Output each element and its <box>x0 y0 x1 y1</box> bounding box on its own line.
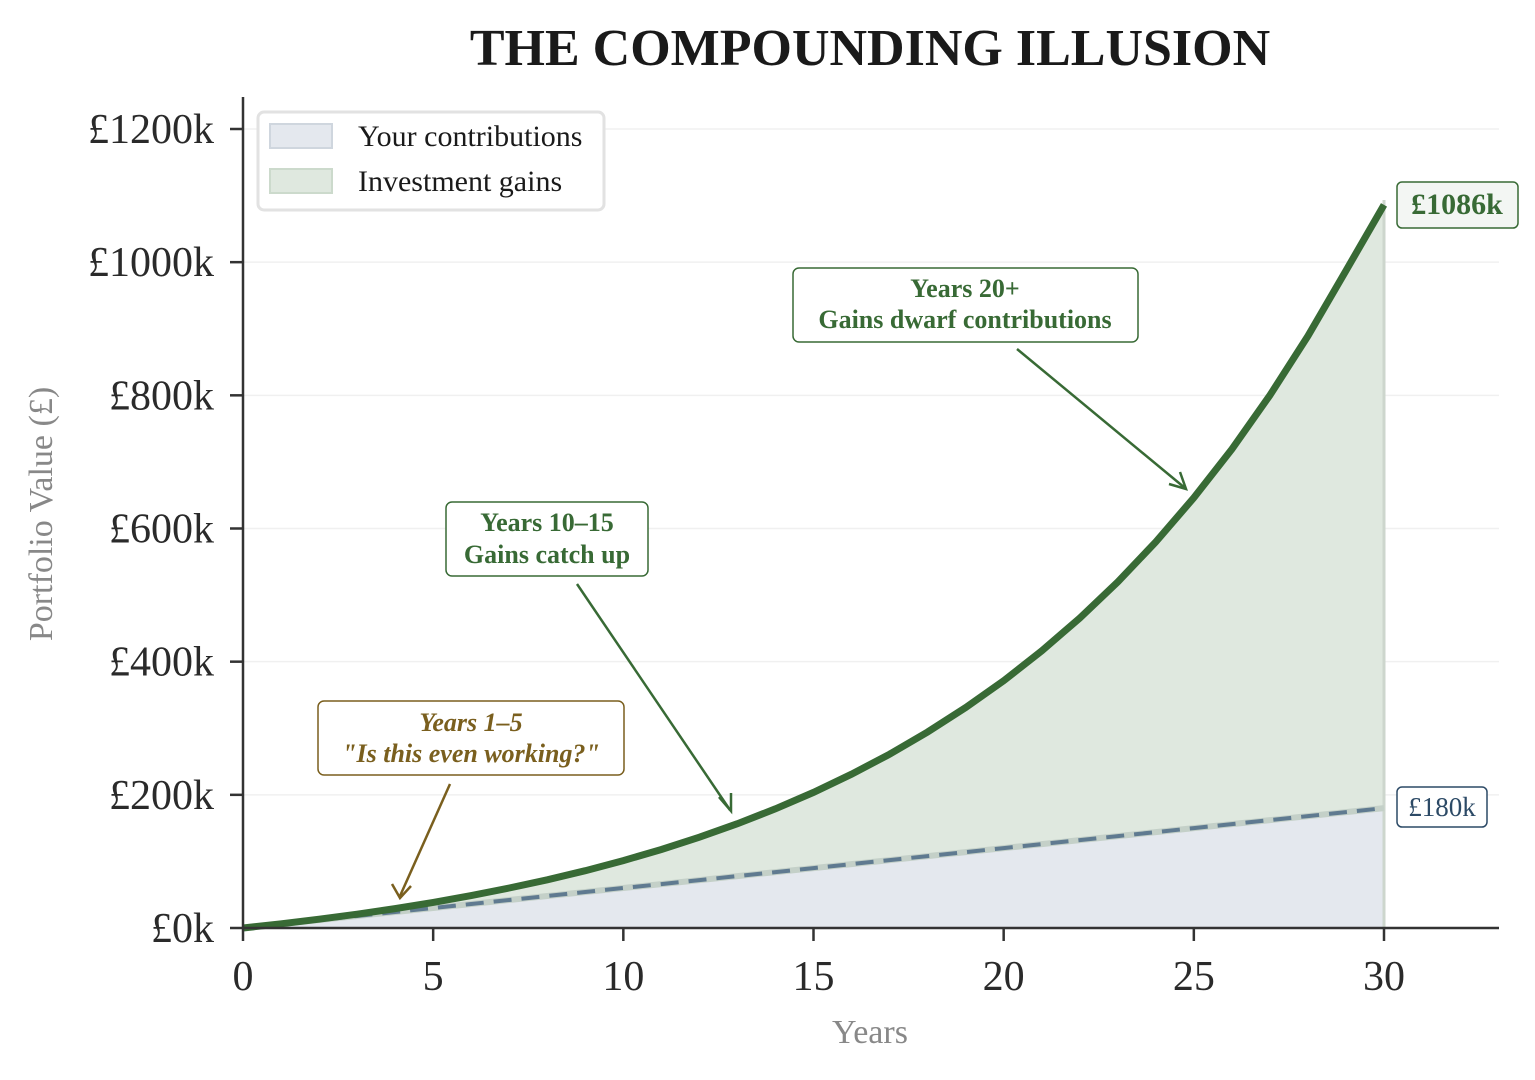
y-tick-label: £200k <box>109 773 214 819</box>
svg-text:Years 20+: Years 20+ <box>910 274 1019 303</box>
legend-label-gains: Investment gains <box>358 165 562 198</box>
legend-swatch-contributions <box>269 123 333 149</box>
x-ticks: 0 5 10 15 20 25 30 <box>233 928 1405 1000</box>
svg-text:Years 10–15: Years 10–15 <box>480 508 614 537</box>
svg-text:Gains dwarf contributions: Gains dwarf contributions <box>818 305 1111 334</box>
y-tick-label: £1000k <box>88 240 214 286</box>
svg-text:£1086k: £1086k <box>1411 188 1503 221</box>
y-tick-label: £800k <box>109 373 214 419</box>
contributions-line <box>242 806 1385 930</box>
x-tick-label: 25 <box>1173 954 1215 1000</box>
x-tick-label: 20 <box>983 954 1025 1000</box>
svg-text:£180k: £180k <box>1408 792 1476 822</box>
legend-label-contributions: Your contributions <box>358 120 582 153</box>
total-value-line <box>242 203 1388 932</box>
x-tick-label: 5 <box>423 954 444 1000</box>
chart-title: THE COMPOUNDING ILLUSION <box>470 20 1270 77</box>
end-label-contributions: £180k <box>1396 786 1488 828</box>
gains-area <box>243 204 1384 928</box>
y-tick-label: £400k <box>109 640 214 686</box>
y-ticks: £0k £200k £400k £600k £800k £1000k £1200k <box>88 107 243 952</box>
y-axis-label: Portfolio Value (£) <box>23 387 60 641</box>
y-tick-label: £1200k <box>88 107 214 153</box>
end-label-total: £1086k <box>1396 181 1519 229</box>
x-tick-label: 15 <box>793 954 835 1000</box>
svg-text:"Is this even working?": "Is this even working?" <box>342 739 600 768</box>
y-tick-label: £600k <box>109 507 214 553</box>
svg-text:Gains catch up: Gains catch up <box>464 540 630 569</box>
x-tick-label: 10 <box>602 954 644 1000</box>
legend-swatch-gains <box>269 168 333 194</box>
y-tick-label: £0k <box>151 906 214 952</box>
x-tick-label: 0 <box>233 954 254 1000</box>
x-axis-label: Years <box>832 1014 908 1051</box>
annotation-years-10-15: Years 10–15 Gains catch up <box>445 501 733 815</box>
x-tick-label: 30 <box>1363 954 1405 1000</box>
annotation-years-1-5: Years 1–5 "Is this even working?" <box>317 700 625 901</box>
legend: Your contributions Investment gains <box>256 110 606 212</box>
annotation-years-20-plus: Years 20+ Gains dwarf contributions <box>792 267 1188 491</box>
svg-text:Years 1–5: Years 1–5 <box>419 708 522 737</box>
